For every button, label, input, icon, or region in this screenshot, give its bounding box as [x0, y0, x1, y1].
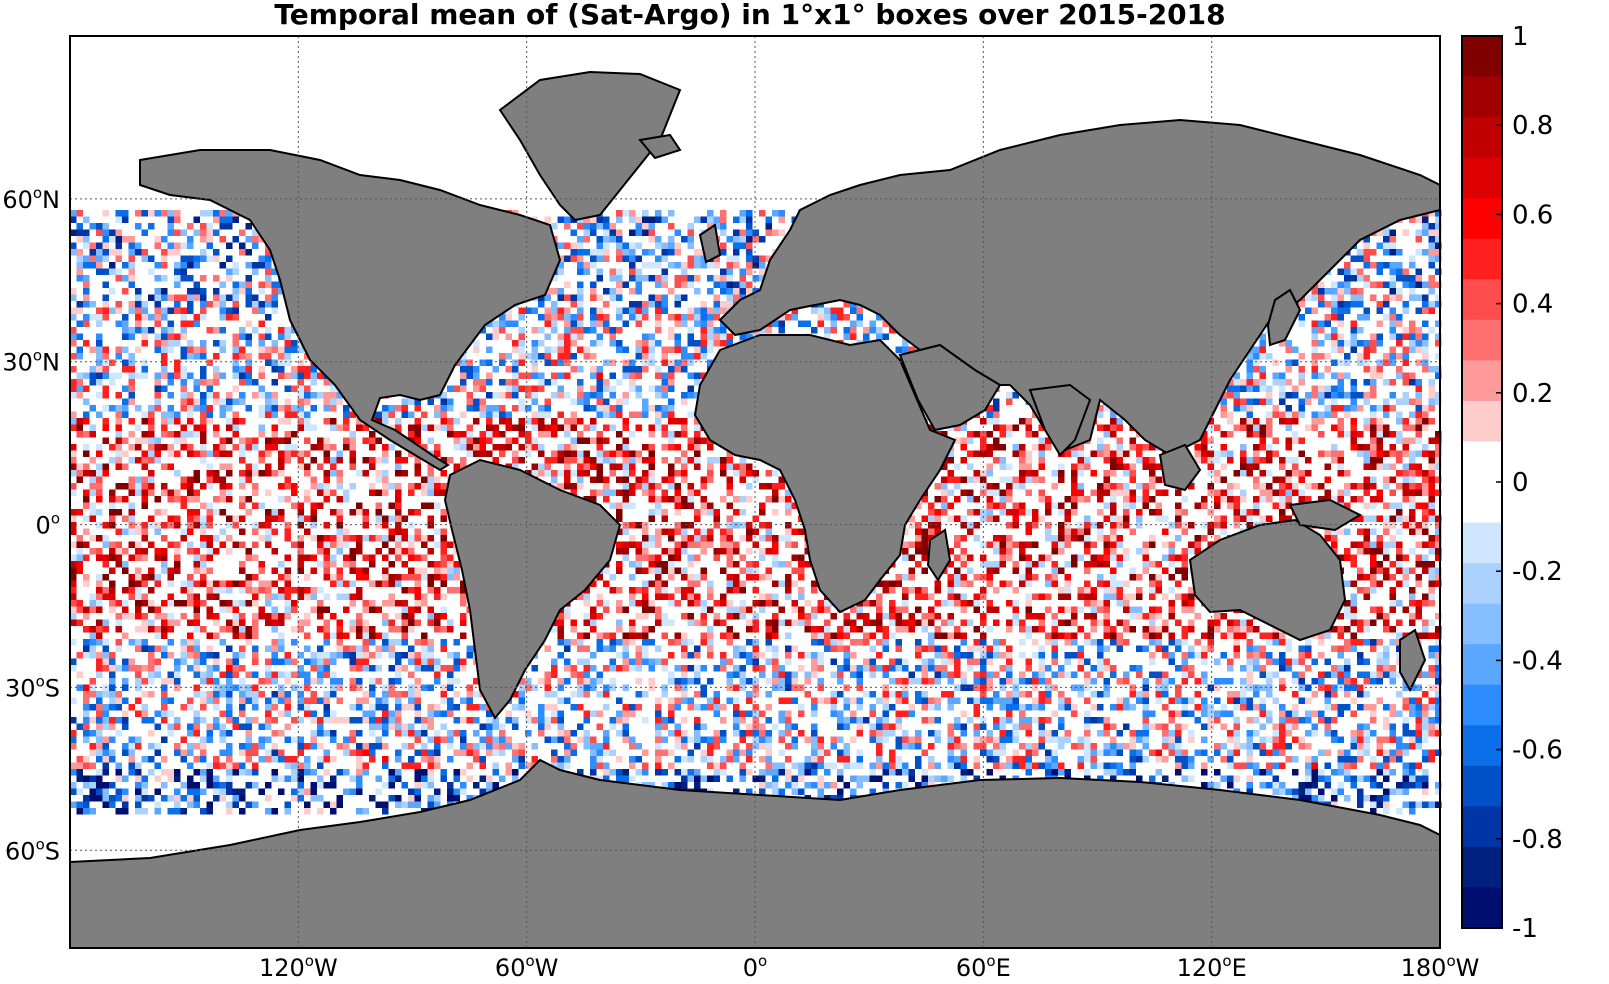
colorbar [1461, 35, 1503, 929]
colorbar-labels: 1 0.8 0.6 0.4 0.2 0 -0.2 -0.4 -0.6 -0.8 -1 [1512, 22, 1563, 944]
land-eurasia [718, 118, 1441, 457]
lon-tick-label: 60oE [956, 952, 1011, 982]
colorbar-segment [1462, 198, 1502, 240]
land-iceland [638, 133, 682, 160]
lat-tick-label: 60oN [2, 184, 60, 214]
land-new-guinea [1288, 498, 1363, 532]
lat-tick-label: 60oS [5, 835, 60, 865]
land-greenland [498, 70, 682, 222]
land-north-america [139, 149, 562, 472]
colorbar-tick-label: 0.4 [1512, 290, 1553, 320]
colorbar-segment [1462, 644, 1502, 686]
colorbar-segment [1462, 117, 1502, 159]
colorbar-segment [1462, 360, 1502, 402]
colorbar-tick-label: -1 [1512, 914, 1538, 944]
colorbar-segment [1462, 482, 1502, 524]
land-africa [693, 334, 957, 614]
colorbar-segment [1462, 319, 1502, 361]
colorbar-tick-label: 0.2 [1512, 379, 1553, 409]
land-antarctica [69, 758, 1441, 949]
land-new-zealand [1399, 628, 1427, 693]
colorbar-segment [1462, 441, 1502, 483]
colorbar-tick-label: 0.8 [1512, 111, 1553, 141]
colorbar-tick-label: 0.6 [1512, 200, 1553, 230]
map-frame [69, 35, 1441, 949]
colorbar-tick-label: -0.2 [1512, 557, 1563, 587]
lon-tick-label: 120oE [1177, 952, 1247, 982]
map-title: Temporal mean of (Sat-Argo) in 1°x1° box… [274, 0, 1226, 31]
lat-tick-label: 30oN [2, 347, 60, 377]
colorbar-tick-label: -0.4 [1512, 646, 1563, 676]
colorbar-segment [1462, 887, 1502, 929]
colorbar-segment [1462, 684, 1502, 726]
colorbar-tick-label: -0.6 [1512, 736, 1563, 766]
lon-tick-label: 180oW [1401, 952, 1480, 982]
land-japan [1266, 288, 1302, 347]
colorbar-segment [1462, 846, 1502, 888]
colorbar-segment [1462, 279, 1502, 321]
colorbar-tick-label: -0.8 [1512, 825, 1563, 855]
colorbar-segment [1462, 806, 1502, 848]
longitude-tick-labels: 120oW 60oW 0o 60oE 120oE 180oW [259, 952, 1479, 982]
lon-tick-label: 120oW [259, 952, 338, 982]
colorbar-segment [1462, 400, 1502, 442]
latitude-tick-labels: 60oN 30oN 0o 30oS 60oS [2, 184, 60, 865]
lat-tick-label: 0o [36, 510, 60, 540]
land-masses [69, 70, 1441, 949]
land-borneo [1158, 443, 1202, 492]
colorbar-segment [1462, 157, 1502, 199]
colorbar-tick-label: 0 [1512, 468, 1529, 498]
lon-tick-label: 60oW [495, 952, 558, 982]
colorbar-segment [1462, 725, 1502, 767]
land-madagascar [926, 528, 952, 582]
land-uk [698, 223, 722, 264]
colorbar-segment [1462, 76, 1502, 118]
lat-tick-label: 30oS [5, 672, 60, 702]
colorbar-segment [1462, 563, 1502, 605]
graticule-lines [70, 36, 1440, 948]
colorbar-segment [1462, 36, 1502, 78]
land-arabia [898, 343, 1002, 432]
lon-tick-label: 0o [743, 952, 767, 982]
land-india [1028, 383, 1092, 457]
colorbar-segment [1462, 522, 1502, 564]
colorbar-segment [1462, 765, 1502, 807]
colorbar-segment [1462, 238, 1502, 280]
colorbar-tick-label: 1 [1512, 22, 1529, 52]
colorbar-segment [1462, 603, 1502, 645]
